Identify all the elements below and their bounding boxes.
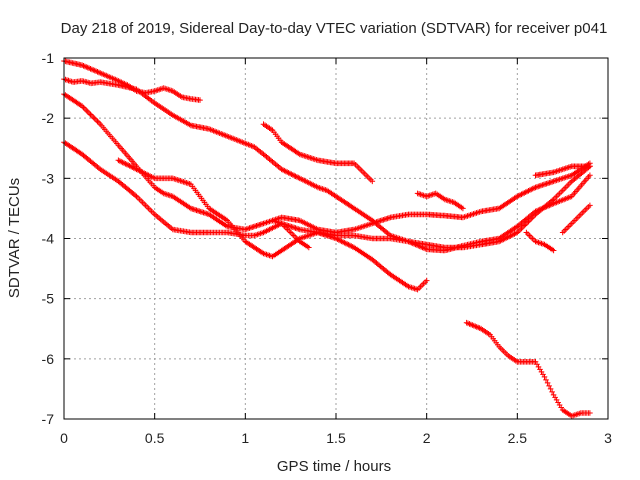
series-track-6 [260,121,376,185]
data-point [587,410,593,416]
y-tick-label: -1 [42,50,55,66]
data-point [549,389,555,395]
series-track-11 [532,163,593,179]
y-tick-label: -5 [42,291,55,307]
data-point [87,111,94,118]
y-axis-label: SDTVAR / TECUs [6,178,23,298]
data-point [547,386,554,392]
chart-title: Day 218 of 2019, Sidereal Day-to-day VTE… [61,20,608,37]
data-point [544,380,551,386]
data-point [291,172,297,179]
series-track-9 [523,229,557,254]
data-point [369,178,376,185]
x-axis-label: GPS time / hours [277,458,391,475]
x-tick-label: 1 [241,430,249,446]
x-tick-label: 0 [60,430,68,446]
data-markers [61,58,593,419]
tick-marks [63,57,609,420]
data-point [91,115,98,122]
data-point [550,247,557,254]
data-point [528,215,535,222]
x-tick-labels: 0 0.5 1 1.5 2 2.5 3 [60,430,612,446]
data-point [541,374,548,380]
series-track-3 [61,91,593,236]
x-tick-label: 1.5 [326,430,346,446]
data-point [587,163,593,170]
data-point [96,120,102,126]
series-track-8 [414,190,466,212]
y-tick-label: -3 [42,170,55,186]
data-point [197,97,203,103]
data-point [86,110,92,116]
series-track-2 [61,76,593,254]
data-point [94,118,101,125]
data-point [521,222,528,229]
data-point [460,205,466,212]
data-point [83,107,90,114]
data-point [546,383,552,389]
x-tick-label: 2 [423,430,431,446]
data-point [84,108,91,115]
series-track-12 [463,319,593,419]
y-tick-label: -7 [42,411,55,427]
y-tick-label: -6 [42,351,55,367]
y-tick-label: -2 [42,110,55,126]
data-point [587,172,593,179]
x-tick-label: 2.5 [508,430,528,446]
data-point [587,202,593,209]
series-track-5 [115,157,430,293]
x-tick-label: 0.5 [145,430,165,446]
series-track-4 [61,139,593,251]
x-tick-label: 3 [604,430,612,446]
data-point [536,208,543,214]
y-tick-labels: -1 -2 -3 -4 -5 -6 -7 [42,50,55,427]
series-track-10 [559,202,593,236]
data-point [543,377,549,383]
series-track-7 [269,217,312,251]
data-point [423,277,430,284]
y-tick-label: -4 [42,231,55,247]
data-point [82,106,88,112]
series-track-1 [61,58,203,103]
data-point [90,114,97,120]
data-point [306,244,312,251]
